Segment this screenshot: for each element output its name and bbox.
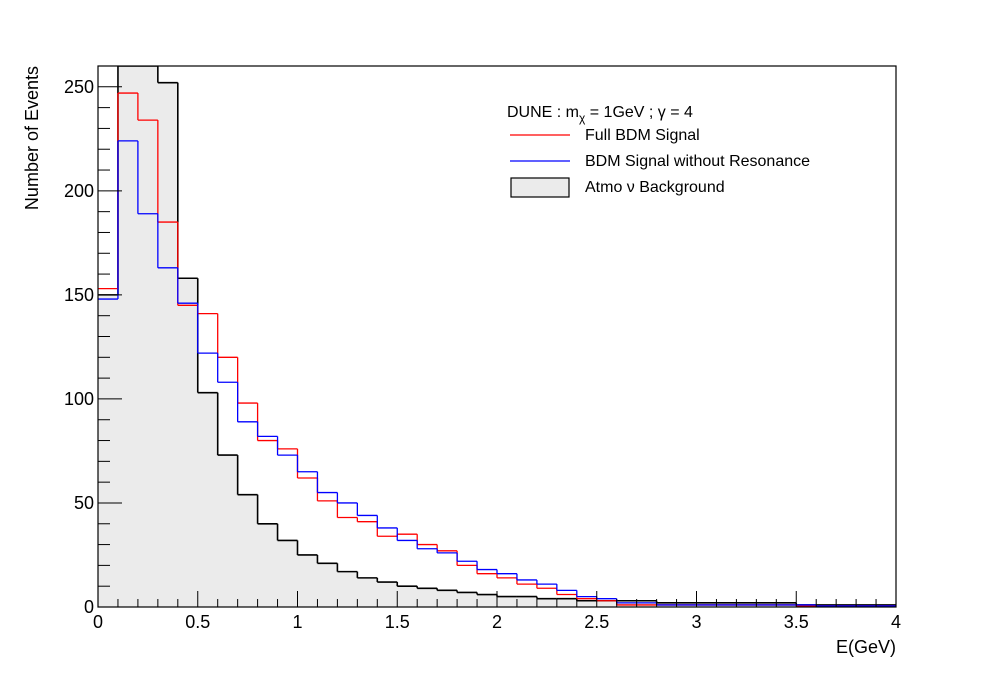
x-tick-label: 1 (292, 612, 302, 632)
y-tick-label: 50 (74, 493, 94, 513)
x-axis: 0 0.5 1 1.5 2 2.5 3 3.5 4 (93, 591, 901, 632)
y-tick-label: 250 (64, 77, 94, 97)
legend-header-suffix: = 1GeV ; γ = 4 (585, 104, 693, 121)
x-tick-label: 2 (492, 612, 502, 632)
legend-entry-bdm-no-resonance: BDM Signal without Resonance (585, 153, 810, 170)
series-bdm-signal-without-resonance (98, 140, 896, 607)
x-axis-title: E(GeV) (836, 637, 896, 657)
y-tick-label: 100 (64, 389, 94, 409)
y-tick-label: 200 (64, 181, 94, 201)
series-layer (98, 66, 896, 607)
x-tick-label: 4 (891, 612, 901, 632)
y-tick-label: 0 (84, 597, 94, 617)
x-tick-label: 0.5 (185, 612, 210, 632)
y-tick-label: 150 (64, 285, 94, 305)
legend-header-subscript: χ (579, 111, 586, 125)
x-tick-label: 2.5 (584, 612, 609, 632)
x-tick-label: 1.5 (385, 612, 410, 632)
y-axis: 0 50 100 150 200 250 (64, 65, 122, 617)
x-tick-label: 0 (93, 612, 103, 632)
y-axis-title: Number of Events (22, 66, 42, 210)
legend-box-atmo-background (510, 177, 570, 198)
x-tick-label: 3.5 (784, 612, 809, 632)
legend-entry-atmo-background: Atmo ν Background (585, 179, 725, 196)
legend-header: DUNE : mχ = 1GeV ; γ = 4 (507, 104, 693, 125)
x-tick-label: 3 (691, 612, 701, 632)
legend-entry-full-bdm: Full BDM Signal (585, 127, 700, 144)
legend-header-prefix: DUNE : m (507, 104, 579, 121)
legend: DUNE : mχ = 1GeV ; γ = 4 Full BDM Signal… (507, 104, 810, 198)
